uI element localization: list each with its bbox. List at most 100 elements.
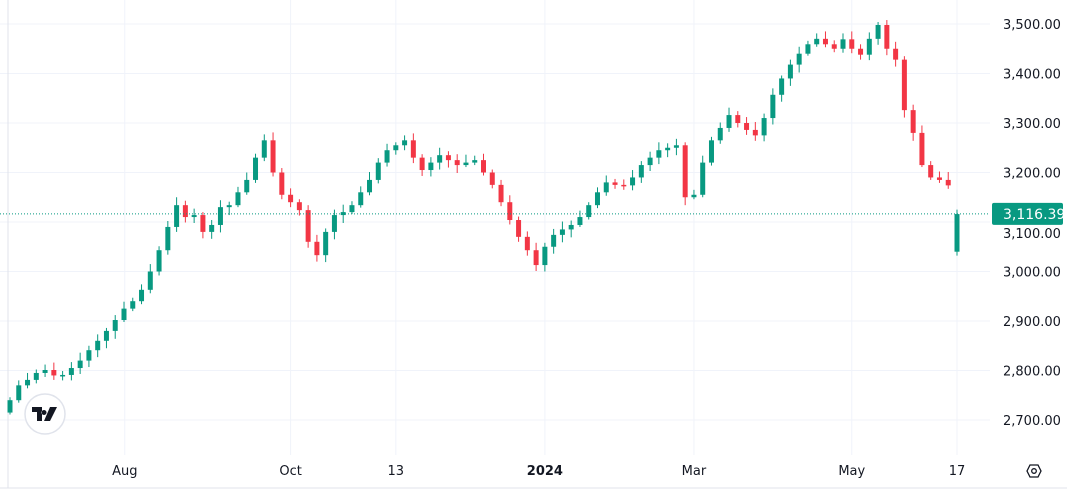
candle-body bbox=[507, 202, 513, 221]
candle-body bbox=[586, 205, 592, 218]
candle-body bbox=[349, 205, 355, 213]
candle-body bbox=[209, 224, 215, 232]
candle-body bbox=[787, 64, 793, 79]
candle-body bbox=[673, 145, 679, 148]
candle-body bbox=[928, 165, 934, 178]
candle-body bbox=[270, 140, 276, 173]
candle-body bbox=[893, 48, 899, 60]
candle-body bbox=[25, 379, 31, 386]
candle-body bbox=[358, 192, 364, 206]
candle-body bbox=[770, 94, 776, 119]
candle-body bbox=[910, 110, 916, 133]
candle-body bbox=[77, 360, 83, 369]
candle-body bbox=[217, 207, 223, 225]
candle-body bbox=[60, 374, 66, 377]
candle-body bbox=[744, 123, 750, 130]
candle-body bbox=[253, 157, 259, 180]
candle-body bbox=[498, 184, 504, 203]
candle-body bbox=[752, 129, 758, 136]
candle-body bbox=[445, 155, 451, 161]
candle-body bbox=[279, 172, 285, 195]
candle-body bbox=[621, 184, 627, 187]
candle-body bbox=[314, 241, 320, 256]
candle-body bbox=[656, 150, 662, 158]
candle-body bbox=[805, 44, 811, 54]
candle-body bbox=[700, 162, 706, 195]
candle-body bbox=[524, 236, 530, 251]
candle-body bbox=[866, 38, 872, 55]
candle-body bbox=[594, 192, 600, 206]
candle-body bbox=[410, 140, 416, 158]
y-tick-label: 3,100.00 bbox=[1003, 227, 1061, 242]
candle-body bbox=[761, 118, 767, 136]
candle-body bbox=[331, 215, 337, 232]
candle-body bbox=[884, 24, 890, 49]
candle-body bbox=[437, 155, 443, 163]
settings-icon[interactable] bbox=[1026, 464, 1042, 478]
candle-body bbox=[551, 234, 557, 247]
candle-body bbox=[7, 400, 13, 413]
candle-body bbox=[419, 157, 425, 171]
candle-body bbox=[779, 78, 785, 95]
candle-body bbox=[147, 271, 153, 290]
x-tick-label: 17 bbox=[949, 464, 966, 479]
candle-body bbox=[822, 38, 828, 45]
candle-body bbox=[156, 250, 162, 272]
candle-body bbox=[165, 226, 171, 251]
candle-body bbox=[691, 194, 697, 198]
candle-body bbox=[516, 220, 522, 237]
candle-body bbox=[305, 210, 311, 242]
candle-body bbox=[559, 229, 565, 235]
candle-body bbox=[726, 115, 732, 128]
tradingview-logo-icon bbox=[32, 407, 57, 421]
x-tick-label: Aug bbox=[112, 464, 137, 479]
y-tick-label: 2,900.00 bbox=[1003, 315, 1061, 330]
candle-body bbox=[568, 224, 574, 230]
candle-body bbox=[638, 165, 644, 178]
y-tick-label: 3,500.00 bbox=[1003, 18, 1061, 33]
candle-body bbox=[121, 308, 127, 321]
candle-body bbox=[393, 145, 399, 151]
candle-body bbox=[796, 53, 802, 65]
candle-body bbox=[875, 24, 881, 39]
candle-body bbox=[901, 59, 907, 111]
y-tick-label: 2,700.00 bbox=[1003, 414, 1061, 429]
y-tick-label: 3,000.00 bbox=[1003, 266, 1061, 281]
candle-body bbox=[481, 160, 486, 173]
candle-body bbox=[86, 350, 92, 361]
candle-body bbox=[130, 301, 136, 309]
candle-body bbox=[244, 179, 250, 193]
x-tick-label: 13 bbox=[388, 464, 405, 479]
candle-body bbox=[296, 202, 302, 211]
candle-body bbox=[428, 162, 434, 171]
candle-body bbox=[51, 370, 57, 376]
candle-body bbox=[682, 145, 688, 198]
candle-body bbox=[630, 177, 636, 186]
candle-body bbox=[454, 160, 460, 166]
candle-body bbox=[463, 162, 469, 166]
candle-body bbox=[603, 182, 609, 193]
candle-body bbox=[814, 38, 820, 45]
candle-body bbox=[919, 132, 925, 166]
candle-body bbox=[16, 385, 22, 401]
candle-body bbox=[95, 340, 101, 351]
candle-body bbox=[489, 172, 495, 185]
candle-body bbox=[402, 140, 408, 146]
y-tick-label: 2,800.00 bbox=[1003, 365, 1061, 380]
candle-body bbox=[831, 44, 837, 49]
x-tick-label: May bbox=[838, 464, 865, 479]
candle-body bbox=[340, 212, 346, 216]
candle-body bbox=[261, 140, 267, 158]
candle-body bbox=[472, 160, 478, 163]
candle-body bbox=[33, 372, 39, 380]
candle-body bbox=[42, 370, 48, 373]
candle-body bbox=[954, 214, 960, 252]
candle-body bbox=[577, 217, 583, 225]
candle-body bbox=[708, 140, 714, 163]
candle-body bbox=[384, 150, 390, 163]
candle-body bbox=[735, 115, 741, 123]
y-tick-label: 3,400.00 bbox=[1003, 68, 1061, 83]
candle-body bbox=[68, 368, 74, 375]
